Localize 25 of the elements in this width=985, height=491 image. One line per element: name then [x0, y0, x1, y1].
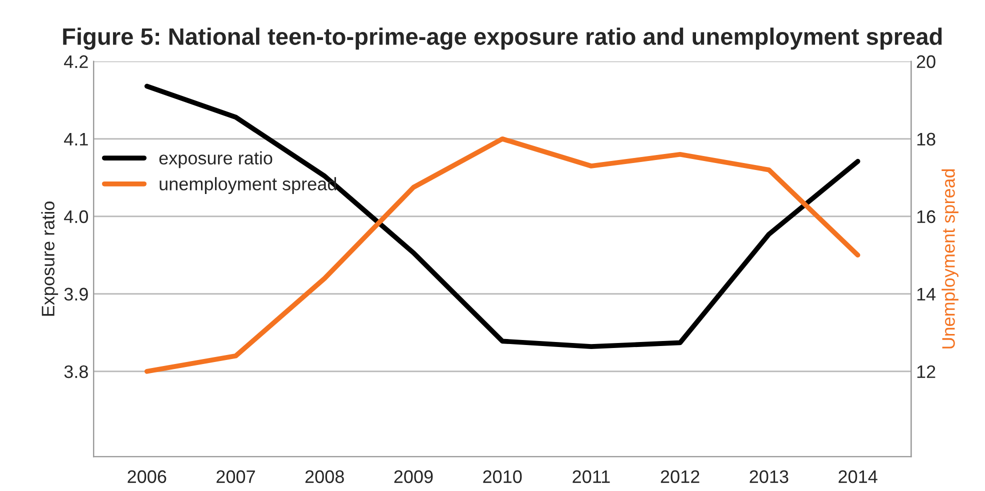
x-tick-label: 2008	[305, 470, 344, 484]
y2-tick-label: 18	[917, 132, 936, 146]
y-tick-label: 4.0	[64, 210, 88, 224]
y2-tick-label: 12	[917, 365, 936, 378]
y-tick-label: 3.8	[64, 365, 88, 378]
x-tick-label: 2007	[216, 470, 255, 484]
x-tick-label: 2006	[128, 470, 166, 484]
x-tick-label: 2011	[572, 470, 610, 484]
chart-title: Figure 5: National teen-to-prime-age exposure ratio and unemployment spread	[63, 28, 942, 50]
y-tick-label: 4.1	[64, 132, 88, 146]
x-tick-label: 2013	[750, 470, 788, 484]
x-tick-label: 2009	[394, 470, 433, 484]
y-tick-label: 4.2	[64, 55, 88, 68]
y2-tick-label: 14	[917, 288, 936, 300]
y2-tick-label: 16	[917, 210, 936, 224]
x-tick-label: 2012	[660, 470, 700, 484]
y-axis-title: Exposure ratio	[41, 202, 58, 316]
line-series	[144, 136, 860, 374]
y2-axis-title: Unemployment spread	[942, 169, 958, 348]
y2-tick-label: 20	[916, 55, 936, 68]
line-series	[144, 84, 860, 350]
y-tick-label: 3.9	[64, 288, 88, 301]
x-tick-label: 2010	[483, 470, 522, 484]
x-tick-label: 2014	[838, 470, 878, 484]
legend-label: exposure ratio	[159, 151, 272, 168]
